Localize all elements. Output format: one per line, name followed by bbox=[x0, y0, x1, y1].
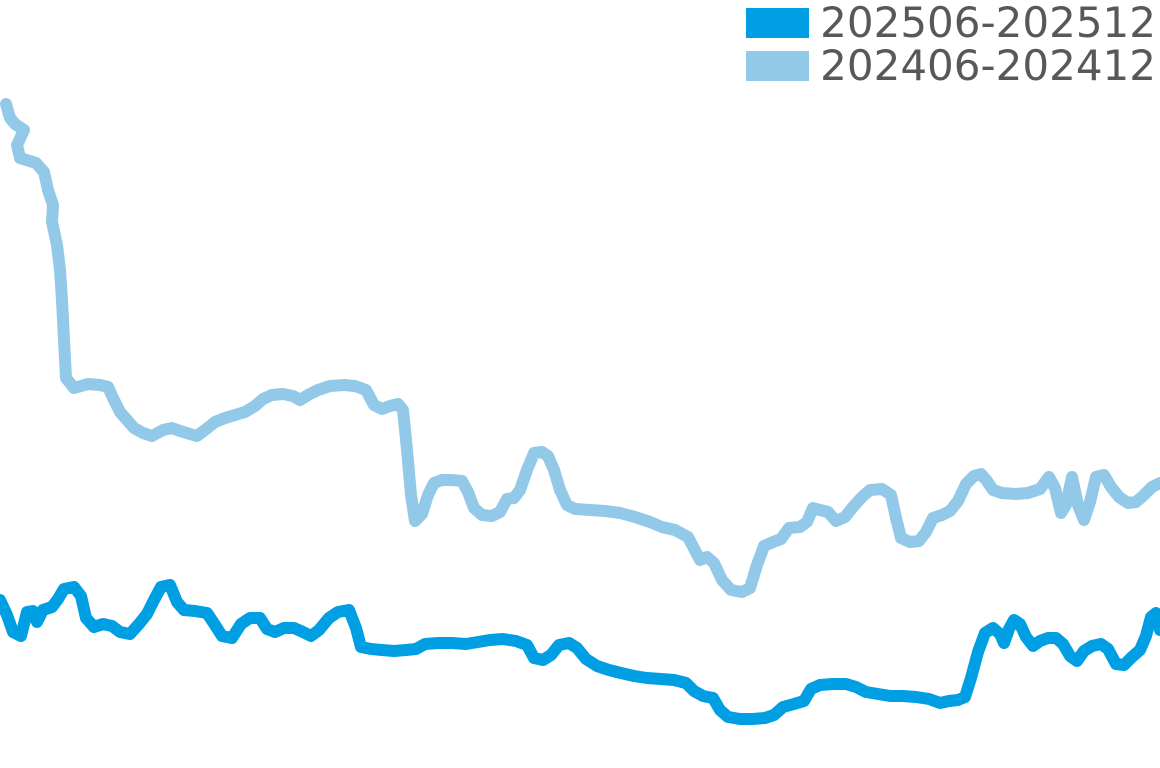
series-line-202506-202512 bbox=[0, 579, 1160, 725]
legend-item-previous-period: 202406-202412 bbox=[746, 45, 1156, 87]
legend-item-current-period: 202506-202512 bbox=[746, 2, 1156, 44]
chart-legend: 202506-202512 202406-202412 bbox=[746, 2, 1156, 87]
series-line-202406-202412 bbox=[0, 98, 1160, 598]
legend-label: 202506-202512 bbox=[820, 0, 1156, 47]
legend-label: 202406-202412 bbox=[820, 41, 1156, 90]
legend-swatch-icon bbox=[746, 8, 810, 38]
legend-swatch-icon bbox=[746, 51, 810, 81]
